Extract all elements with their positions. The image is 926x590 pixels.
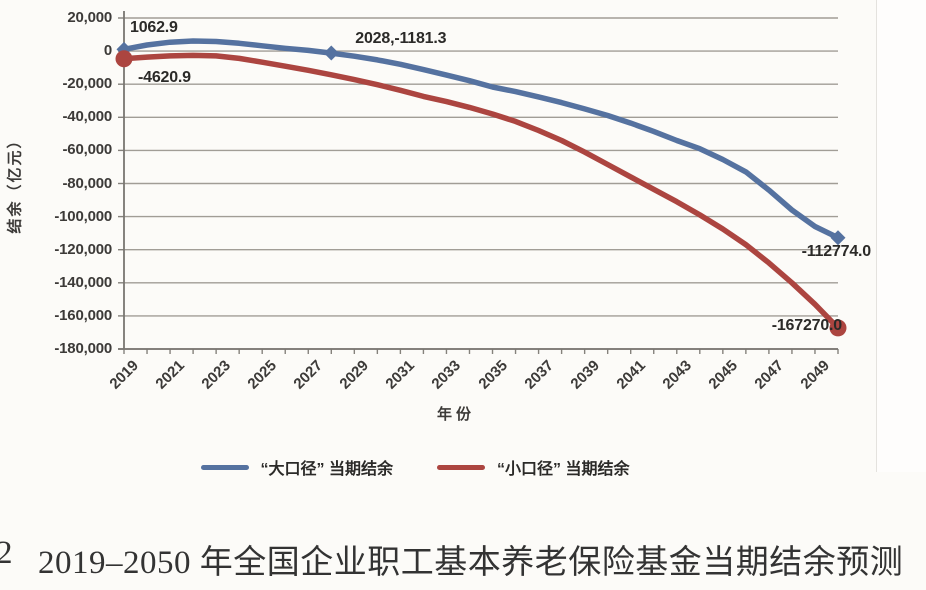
series-1-circle-marker — [115, 50, 133, 68]
y-tick-label: -180,000 — [54, 340, 112, 357]
y-tick-label: -100,000 — [54, 207, 112, 225]
y-tick-label: -60,000 — [62, 141, 113, 159]
series-0-diamond-marker — [830, 230, 846, 246]
data-label: -112774.0 — [801, 242, 872, 260]
y-tick-label: -80,000 — [62, 174, 113, 192]
legend-label-series-1: “小口径” 当期结余 — [497, 461, 630, 478]
legend-item-series-0: “大口径” 当期结余 — [200, 455, 393, 479]
x-axis-title: 年份 — [436, 406, 475, 423]
legend-line-swatch-red — [437, 464, 485, 470]
series-0-diamond-marker — [323, 45, 339, 61]
y-tick-label: -40,000 — [62, 108, 113, 126]
figure-caption-number: 2 — [0, 535, 13, 571]
series-line-0 — [121, 38, 841, 241]
chart-plot-svg — [115, 11, 847, 354]
y-tick-label: -120,000 — [54, 240, 112, 258]
y-tick-label: 20,000 — [67, 9, 112, 26]
y-axis-title: 结余（亿元） — [6, 131, 24, 234]
legend-label-series-0: “大口径” 当期结余 — [260, 461, 393, 478]
legend-item-series-1: “小口径” 当期结余 — [437, 455, 629, 479]
page-background-strip — [877, 0, 926, 472]
legend-line-swatch-blue — [200, 464, 249, 470]
data-label: -4620.9 — [138, 68, 191, 86]
y-tick-label: -160,000 — [54, 306, 112, 324]
page-edge-line — [876, 0, 877, 472]
series-1-circle-marker — [829, 319, 847, 337]
data-label: -167270.0 — [771, 316, 842, 334]
y-tick-label: -20,000 — [62, 75, 113, 93]
y-tick-label: -140,000 — [54, 273, 112, 291]
data-label: 2028,-1181.3 — [355, 30, 447, 48]
figure-caption: 2 2019–2050 年全国企业职工基本养老保险基金当期结余预测 — [0, 533, 926, 585]
chart-legend: “大口径” 当期结余 “小口径” 当期结余 — [0, 452, 878, 482]
series-line-1 — [121, 52, 841, 331]
figure-caption-text: 2019–2050 年全国企业职工基本养老保险基金当期结余预测 — [38, 545, 904, 581]
data-label: 1062.9 — [130, 19, 178, 37]
y-tick-label: 0 — [103, 42, 112, 60]
